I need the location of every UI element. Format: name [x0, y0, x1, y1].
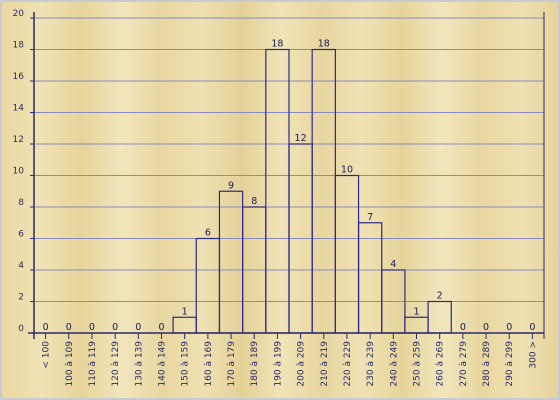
x-tick-label: 290 à 299: [505, 341, 515, 387]
data-label: 1: [413, 306, 419, 317]
x-tick-label: 140 à 149: [158, 341, 168, 387]
y-tick-label: 6: [18, 230, 24, 240]
x-tick-label: 180 à 189: [250, 341, 260, 387]
x-tick-label: 120 à 129: [111, 341, 121, 387]
data-label: 0: [135, 322, 141, 333]
x-tick-label: 280 à 289: [482, 341, 492, 387]
x-tick-label: < 100: [42, 341, 52, 369]
data-label: 18: [271, 39, 283, 50]
x-tick-label: 110 à 119: [88, 341, 98, 387]
bar: [218, 190, 244, 334]
data-label: 1: [182, 306, 188, 317]
data-label: 6: [205, 228, 211, 239]
x-tick-label: 230 à 239: [366, 341, 376, 387]
bar: [357, 222, 383, 334]
x-tick-label: 300 >: [528, 341, 538, 369]
data-label: 0: [89, 322, 95, 333]
data-label: 10: [341, 165, 353, 176]
x-tick-label: 220 à 229: [343, 341, 353, 387]
data-label: 18: [318, 39, 330, 50]
data-label: 0: [529, 322, 535, 333]
data-label: 4: [390, 259, 396, 270]
x-tick-label: 250 à 259: [413, 341, 423, 387]
y-tick-label: 16: [13, 72, 25, 82]
x-tick-label: 270 à 279: [459, 341, 469, 387]
data-label: 2: [437, 291, 443, 302]
y-tick-label: 18: [13, 41, 25, 51]
data-label: 7: [367, 212, 373, 223]
x-tick-label: 130 à 139: [134, 341, 144, 387]
bar: [195, 237, 221, 334]
y-tick-label: 8: [18, 198, 24, 208]
x-tick-label: 190 à 199: [273, 341, 283, 387]
x-tick-label: 160 à 169: [204, 341, 214, 387]
data-label: 0: [43, 322, 49, 333]
data-label: 0: [66, 322, 72, 333]
x-tick-label: 200 à 209: [297, 341, 307, 387]
data-label: 0: [158, 322, 164, 333]
x-tick-label: 240 à 249: [389, 341, 399, 387]
x-axis: < 100 100 à 109 110 à 119 120 à 129 130 à 13…: [28, 332, 544, 387]
data-label: 0: [483, 322, 489, 333]
y-tick-label: 2: [18, 293, 24, 303]
y-tick-label: 14: [13, 104, 25, 114]
x-tick-label: 170 à 179: [227, 341, 237, 387]
data-label: 0: [460, 322, 466, 333]
bar: [427, 300, 452, 334]
bar: [172, 316, 197, 334]
y-tick-label: 12: [13, 135, 24, 145]
x-tick-label: 150 à 159: [181, 341, 191, 387]
data-label: 0: [506, 322, 512, 333]
bar: [334, 174, 360, 334]
x-tick-label: 210 à 219: [320, 341, 330, 387]
y-tick-label: 10: [13, 167, 25, 177]
y-tick-label: 20: [13, 9, 25, 19]
x-tick-label: 260 à 269: [436, 341, 446, 387]
data-label: 0: [112, 322, 118, 333]
y-tick-label: 4: [18, 261, 24, 271]
bar: [311, 48, 336, 334]
x-tick-label: 100 à 109: [65, 341, 75, 387]
data-label: 8: [251, 196, 257, 207]
data-label: 12: [295, 133, 307, 144]
bar: [404, 316, 429, 334]
y-tick-label: 0: [18, 324, 24, 334]
bar: [265, 48, 290, 334]
data-label: 9: [228, 180, 234, 191]
